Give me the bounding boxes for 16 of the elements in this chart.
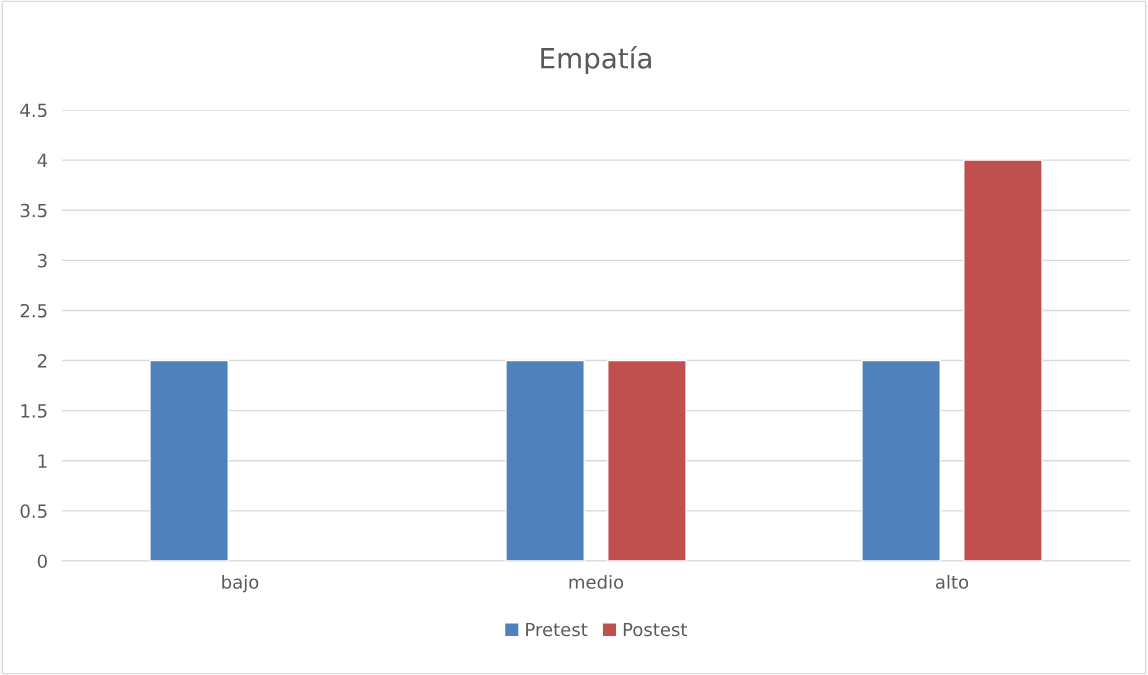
chart-title: Empatía — [541, 46, 651, 75]
y-tick-label: 2.5 — [20, 303, 47, 318]
y-tick-label: 0.5 — [20, 504, 47, 519]
legend-label: Pretest — [526, 622, 588, 637]
y-tick-label: 0 — [37, 554, 47, 569]
y-tick-label: 2 — [37, 354, 47, 368]
x-tick-label: bajo — [222, 574, 259, 593]
y-tick-label: 4 — [37, 153, 48, 167]
y-tick-label: 3.5 — [20, 203, 47, 218]
y-tick-label: 1 — [38, 454, 47, 468]
x-tick-label: alto — [935, 574, 969, 589]
y-tick-label: 4.5 — [20, 103, 47, 118]
y-tick-label: 1.5 — [21, 404, 47, 418]
legend-label: Postest — [623, 622, 688, 637]
x-tick-label: medio — [569, 574, 624, 589]
y-tick-label: 3 — [38, 253, 47, 268]
